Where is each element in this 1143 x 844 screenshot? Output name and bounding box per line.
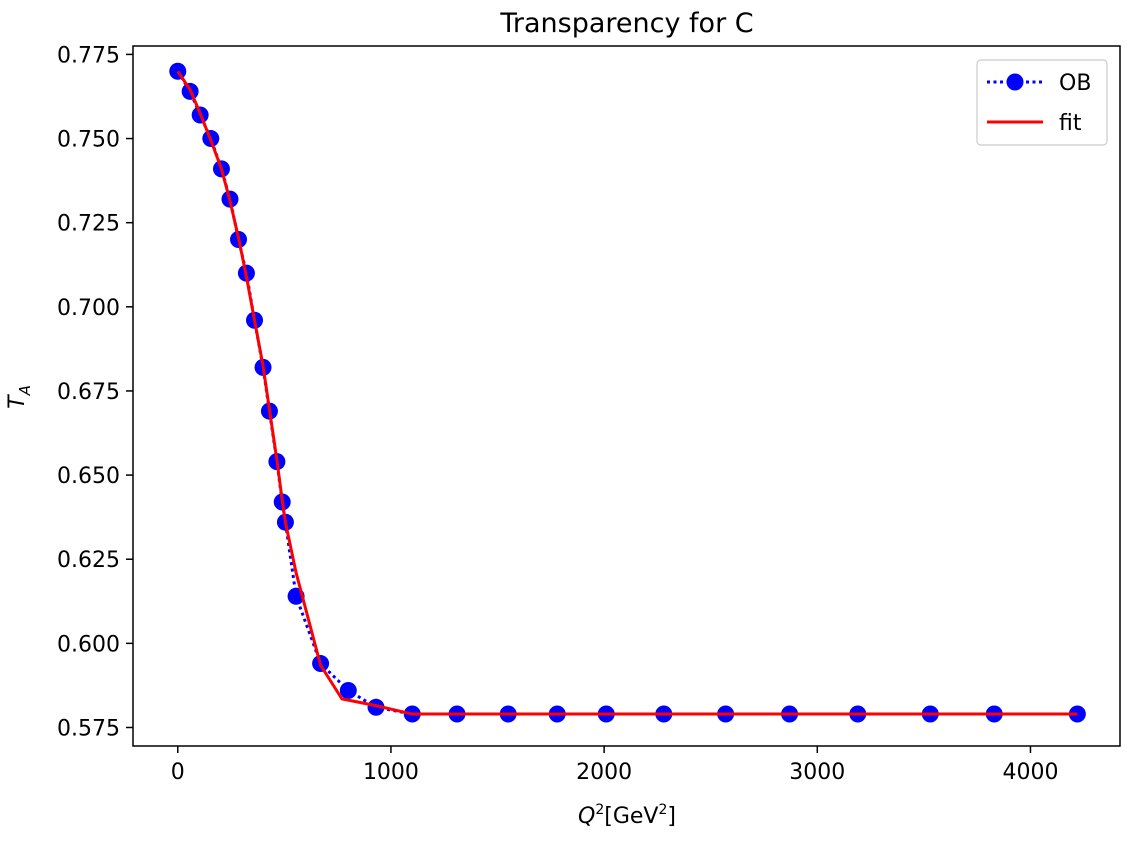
x-tick-label: 0: [171, 760, 185, 785]
legend: OB fit: [976, 59, 1108, 146]
chart-title: Transparency for C: [499, 8, 753, 39]
y-axis-label: TA: [5, 385, 34, 409]
y-tick-label: 0.600: [57, 632, 120, 657]
ticks-layer: 0 1000 2000 3000 4000 0.575 0.600 0.625 0.650 0.6…: [57, 43, 1058, 785]
y-tick-label: 0.700: [57, 296, 120, 321]
x-axis-label: Q2[GeV2]: [578, 802, 676, 829]
fit-series-line: [176, 70, 1078, 716]
x-tick-label: 2000: [576, 760, 632, 785]
plot-area-frame: [132, 45, 1121, 747]
y-tick-label: 0.775: [57, 43, 120, 68]
y-tick-label: 0.675: [57, 380, 120, 405]
y-tick-label: 0.725: [57, 212, 120, 237]
legend-fit-label: fit: [1059, 111, 1082, 136]
ob-data-point: [367, 698, 385, 716]
ob-data-point: [339, 681, 357, 699]
x-tick-label: 4000: [1002, 760, 1058, 785]
legend-ob-marker: [1006, 73, 1024, 91]
y-tick-label: 0.750: [57, 128, 120, 153]
legend-ob-label: OB: [1059, 71, 1091, 96]
ob-data-point: [169, 62, 187, 80]
ob-series-line: [176, 70, 1078, 716]
y-tick-label: 0.575: [57, 716, 120, 741]
series-layer: [169, 62, 1086, 723]
y-tick-label: 0.650: [57, 464, 120, 489]
y-tick-label: 0.625: [57, 548, 120, 573]
x-tick-label: 1000: [363, 760, 419, 785]
x-tick-label: 3000: [789, 760, 845, 785]
